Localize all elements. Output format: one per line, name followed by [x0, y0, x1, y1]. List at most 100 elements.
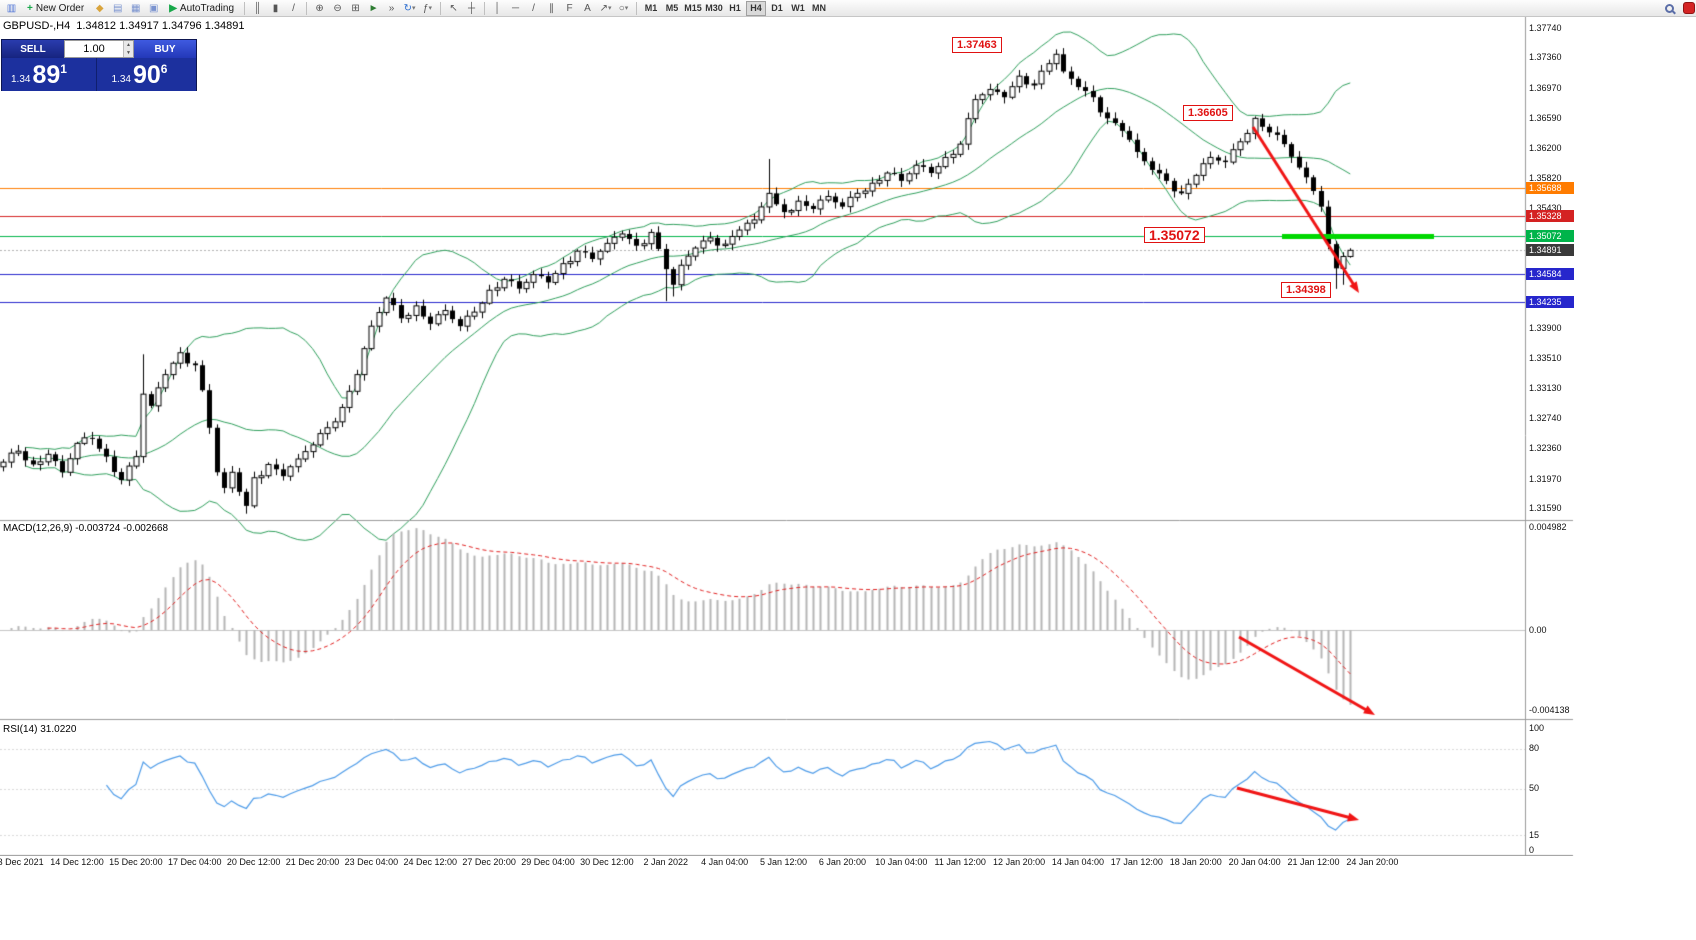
time-axis-label: 6 Jan 20:00	[818, 857, 866, 867]
price-callout[interactable]: 1.35072	[1144, 227, 1205, 243]
price-axis-tick: 1.36970	[1529, 82, 1562, 93]
dropdown-caret-icon: ▾	[607, 5, 612, 12]
toolbar-separator	[636, 1, 638, 15]
time-axis-label: 20 Jan 04:00	[1228, 857, 1281, 867]
vertical-line-icon[interactable]: │	[494, 2, 501, 14]
buy-button[interactable]: BUY	[134, 40, 196, 58]
time-axis-label: 5 Jan 12:00	[760, 857, 808, 867]
search-icon[interactable]	[1665, 3, 1674, 13]
toolbar-separator	[440, 1, 442, 15]
one-click-trading-panel: SELL ▲ ▼ BUY 1.34 89 1 1.34 90 6	[1, 39, 197, 91]
volume-input[interactable]	[65, 41, 133, 57]
price-axis-tick: 1.36590	[1529, 112, 1562, 123]
chart-title: GBPUSD-,H4 1.34812 1.34917 1.34796 1.3489…	[3, 20, 244, 32]
time-axis-label: 17 Jan 12:00	[1110, 857, 1163, 867]
price-axis-tick: 1.37740	[1529, 22, 1562, 33]
price-axis-tick: 1.33900	[1529, 322, 1562, 333]
volume-increase-button[interactable]: ▲	[123, 41, 133, 49]
symbol-period-label: GBPUSD-,H4	[3, 20, 71, 32]
time-axis-label: 14 Dec 12:00	[50, 857, 104, 867]
time-axis-label: 24 Dec 12:00	[403, 857, 458, 867]
rsi-axis-tick: 80	[1529, 743, 1540, 753]
zoom-in-icon[interactable]: ⊕	[315, 2, 324, 14]
timeframe-button-m5[interactable]: M5	[665, 3, 679, 13]
time-axis-label: 20 Dec 12:00	[226, 857, 281, 867]
timeframe-button-w1[interactable]: W1	[791, 3, 805, 13]
price-axis-tick: 1.33130	[1529, 382, 1562, 393]
chart-window-icon[interactable]: ▥	[6, 2, 17, 14]
time-axis-label: 15 Dec 20:00	[109, 857, 163, 867]
new-order-button[interactable]: + New Order	[21, 1, 90, 16]
toolbar-separator	[244, 1, 246, 15]
arrows-icon[interactable]: ↗ ▾	[599, 2, 612, 14]
macd-axis-tick: 0.004982	[1529, 522, 1567, 532]
ohlc-bars-icon[interactable]: ║	[253, 2, 262, 14]
price-axis-badge: 1.34891	[1526, 244, 1574, 257]
horizontal-line-icon[interactable]: ─	[511, 2, 520, 14]
toolbar-separator	[484, 1, 486, 15]
time-axis-label: 21 Dec 20:00	[285, 857, 340, 867]
scripts-icon[interactable]: ▤	[112, 2, 123, 14]
candlestick-chart-icon[interactable]: ▮	[272, 2, 279, 14]
price-axis-badge: 1.35072	[1526, 230, 1574, 243]
time-axis-label: 24 Jan 20:00	[1346, 857, 1399, 867]
sell-price[interactable]: 1.34 89 1	[2, 58, 97, 91]
time-axis-label: 18 Jan 20:00	[1169, 857, 1222, 867]
timeframe-button-mn[interactable]: MN	[812, 3, 827, 13]
buy-price-pips: 90	[132, 61, 161, 89]
crosshair-icon[interactable]: ┼	[467, 2, 476, 14]
expert-advisors-icon[interactable]: ◆	[95, 2, 104, 14]
fibonacci-icon[interactable]: F	[566, 2, 573, 14]
time-axis-label: 12 Jan 20:00	[993, 857, 1046, 867]
new-order-icon: +	[27, 2, 33, 14]
price-callout[interactable]: 1.36605	[1183, 105, 1233, 121]
cursor-icon[interactable]: ↖	[449, 2, 458, 14]
line-chart-icon[interactable]: /	[292, 2, 295, 14]
price-axis-tick: 1.33510	[1529, 353, 1562, 364]
timeframe-button-d1[interactable]: D1	[771, 3, 783, 13]
price-axis-badge: 1.35688	[1526, 182, 1574, 195]
timeframe-button-h1[interactable]: H1	[729, 3, 741, 13]
macd-axis-tick: 0.00	[1529, 625, 1547, 635]
timeframe-button-m30[interactable]: M30	[705, 3, 723, 13]
rsi-axis-tick: 100	[1529, 723, 1545, 733]
price-axis-badge: 1.35328	[1526, 210, 1574, 223]
dropdown-caret-icon: ▾	[411, 5, 416, 12]
chart-shift-icon[interactable]: »	[388, 2, 395, 14]
equidistant-channel-icon[interactable]: ∥	[549, 2, 555, 14]
sell-button[interactable]: SELL	[2, 40, 64, 58]
shapes-icon[interactable]: ○ ▾	[618, 2, 629, 14]
market-watch-icon[interactable]: ▣	[148, 2, 159, 14]
price-axis-badge: 1.34235	[1526, 295, 1574, 308]
price-axis-tick: 1.37360	[1529, 52, 1562, 63]
sell-price-point: 1	[60, 62, 67, 76]
ohlc-values: 1.34812 1.34917 1.34796 1.34891	[76, 20, 245, 32]
macd-axis-tick: -0.004138	[1529, 705, 1570, 715]
autotrading-icon: ▶	[169, 2, 177, 14]
rsi-axis-tick: 50	[1529, 783, 1540, 793]
volume-decrease-button[interactable]: ▼	[123, 49, 133, 57]
tile-windows-icon[interactable]: ⊞	[351, 2, 360, 14]
time-axis-label: 10 Jan 04:00	[875, 857, 928, 867]
macd-indicator-label: MACD(12,26,9) -0.003724 -0.002668	[3, 523, 169, 534]
trendline-icon[interactable]: /	[532, 2, 535, 14]
price-callout[interactable]: 1.37463	[952, 37, 1002, 53]
profiles-icon[interactable]: ▦	[130, 2, 141, 14]
timeframe-button-m1[interactable]: M1	[644, 3, 658, 13]
auto-scroll-icon[interactable]: ►	[368, 2, 379, 14]
connection-status-icon[interactable]	[1683, 2, 1695, 14]
text-label-icon[interactable]: A	[584, 2, 591, 14]
time-axis-label: 13 Dec 2021	[0, 857, 44, 867]
toolbar-right-group	[1665, 2, 1695, 14]
chart-canvas[interactable]	[0, 16, 1696, 856]
zoom-out-icon[interactable]: ⊖	[333, 2, 342, 14]
time-axis-label: 2 Jan 2022	[643, 857, 689, 867]
timeframe-button-h4[interactable]: H4	[746, 0, 767, 16]
autotrading-button[interactable]: ▶ AutoTrading	[163, 1, 240, 16]
refresh-icon[interactable]: ↻ ▾	[403, 2, 416, 14]
price-callout[interactable]: 1.34398	[1281, 282, 1331, 298]
indicators-icon[interactable]: ƒ ▾	[422, 2, 433, 14]
buy-price[interactable]: 1.34 90 6	[97, 58, 197, 91]
timeframe-button-m15[interactable]: M15	[684, 3, 702, 13]
